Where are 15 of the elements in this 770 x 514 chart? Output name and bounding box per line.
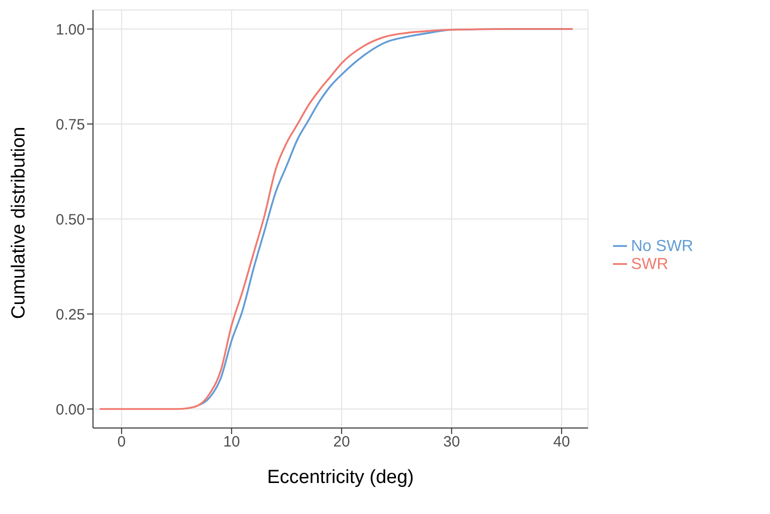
y-tick-label: 0.25	[56, 306, 85, 324]
x-axis-title: Eccentricity (deg)	[267, 467, 414, 488]
y-tick-label: 0.50	[56, 211, 85, 228]
legend-label: SWR	[631, 256, 668, 272]
x-tick-label: 40	[553, 434, 570, 451]
line-series	[98, 28, 574, 410]
y-tick-label: 0.75	[56, 116, 85, 134]
y-axis-title: Cumulative distribution	[8, 126, 30, 319]
x-tick-label: 30	[443, 434, 460, 451]
x-tick-label: 20	[333, 434, 350, 451]
y-tick-label: 0.00	[56, 401, 85, 418]
x-tick-label: 10	[223, 434, 240, 451]
y-tick-label: 1.00	[56, 21, 85, 38]
legend-label: No SWR	[631, 238, 694, 254]
x-tick-label: 0	[117, 434, 126, 451]
